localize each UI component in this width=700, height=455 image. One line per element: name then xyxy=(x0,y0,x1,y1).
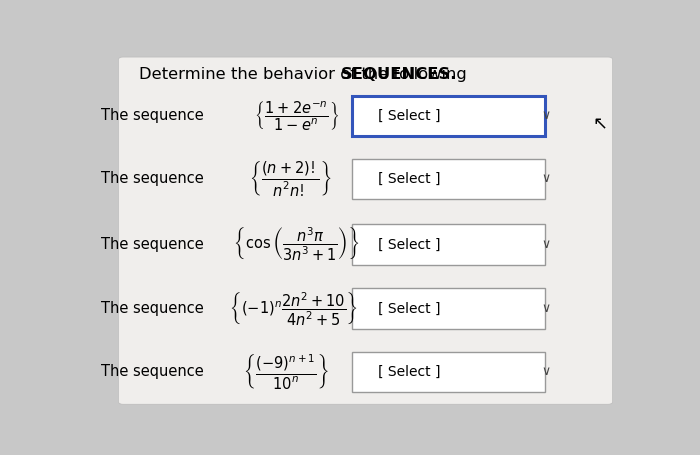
Text: The sequence: The sequence xyxy=(102,301,204,316)
Text: [ Select ]: [ Select ] xyxy=(378,109,440,123)
FancyBboxPatch shape xyxy=(352,352,545,392)
Text: ∨: ∨ xyxy=(541,172,550,186)
Text: Determine the behavior of the following: Determine the behavior of the following xyxy=(139,67,472,82)
Text: $\left\{\dfrac{(n+2)!}{n^2 n!}\right\}$: $\left\{\dfrac{(n+2)!}{n^2 n!}\right\}$ xyxy=(249,159,332,198)
FancyBboxPatch shape xyxy=(352,224,545,265)
Text: ↖: ↖ xyxy=(593,116,608,134)
FancyBboxPatch shape xyxy=(352,159,545,199)
Text: [ Select ]: [ Select ] xyxy=(378,172,440,186)
Text: SEQUENCES.: SEQUENCES. xyxy=(341,67,457,82)
FancyBboxPatch shape xyxy=(118,57,612,404)
Text: The sequence: The sequence xyxy=(102,108,204,123)
Text: $\left\{\dfrac{1+2e^{-n}}{1-e^{n}}\right\}$: $\left\{\dfrac{1+2e^{-n}}{1-e^{n}}\right… xyxy=(253,99,339,133)
Text: The sequence: The sequence xyxy=(102,364,204,379)
Text: ∨: ∨ xyxy=(541,238,550,251)
Text: ∨: ∨ xyxy=(541,109,550,122)
Text: [ Select ]: [ Select ] xyxy=(378,302,440,316)
Text: ∨: ∨ xyxy=(541,302,550,315)
Text: The sequence: The sequence xyxy=(102,172,204,187)
Text: $\left\{\cos\left(\dfrac{n^3\pi}{3n^3+1}\right)\right\}$: $\left\{\cos\left(\dfrac{n^3\pi}{3n^3+1}… xyxy=(233,226,360,263)
Text: The sequence: The sequence xyxy=(102,237,204,252)
FancyBboxPatch shape xyxy=(352,96,545,136)
Text: ∨: ∨ xyxy=(541,365,550,378)
Text: $\left\{(-1)^n\dfrac{2n^2+10}{4n^2+5}\right\}$: $\left\{(-1)^n\dfrac{2n^2+10}{4n^2+5}\ri… xyxy=(229,290,358,328)
Text: [ Select ]: [ Select ] xyxy=(378,238,440,252)
Text: [ Select ]: [ Select ] xyxy=(378,364,440,379)
FancyBboxPatch shape xyxy=(352,288,545,329)
Text: $\left\{\dfrac{(-9)^{n+1}}{10^n}\right\}$: $\left\{\dfrac{(-9)^{n+1}}{10^n}\right\}… xyxy=(242,352,328,391)
